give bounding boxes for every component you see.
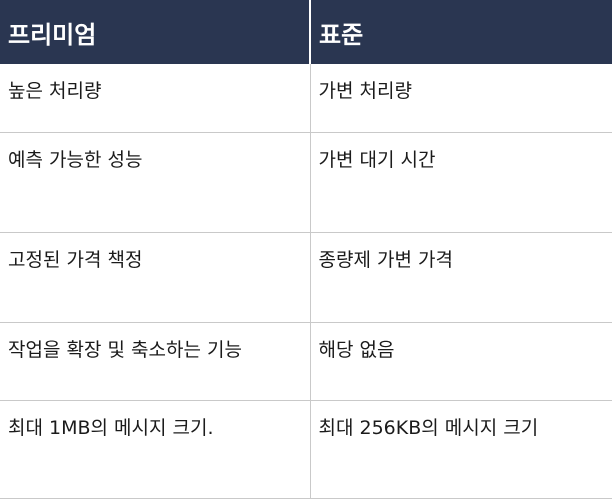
premium-cell: 최대 1MB의 메시지 크기.	[0, 400, 311, 499]
table-row: 예측 가능한 성능 가변 대기 시간	[0, 132, 612, 233]
standard-cell: 해당 없음	[310, 322, 612, 401]
standard-cell: 최대 256KB의 메시지 크기	[310, 400, 612, 499]
standard-cell: 가변 처리량	[310, 64, 612, 133]
premium-cell: 고정된 가격 책정	[0, 232, 311, 323]
table-header: 프리미엄 표준	[0, 0, 612, 64]
table-row: 작업을 확장 및 축소하는 기능 해당 없음	[0, 322, 612, 401]
table-body: 높은 처리량 가변 처리량 예측 가능한 성능 가변 대기 시간 고정된 가격 …	[0, 64, 612, 499]
premium-cell: 높은 처리량	[0, 64, 311, 133]
header-row: 프리미엄 표준	[0, 0, 612, 64]
premium-cell: 예측 가능한 성능	[0, 132, 311, 233]
header-premium: 프리미엄	[0, 0, 311, 64]
standard-cell: 종량제 가변 가격	[310, 232, 612, 323]
standard-cell: 가변 대기 시간	[310, 132, 612, 233]
premium-cell: 작업을 확장 및 축소하는 기능	[0, 322, 311, 401]
table-row: 고정된 가격 책정 종량제 가변 가격	[0, 232, 612, 323]
header-standard: 표준	[310, 0, 612, 64]
table-row: 높은 처리량 가변 처리량	[0, 64, 612, 133]
table-row: 최대 1MB의 메시지 크기. 최대 256KB의 메시지 크기	[0, 400, 612, 499]
